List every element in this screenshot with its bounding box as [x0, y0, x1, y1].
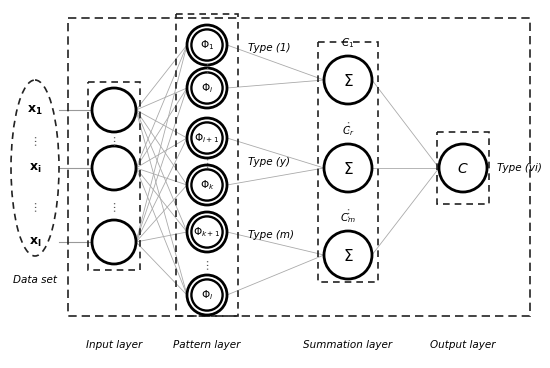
Ellipse shape [11, 80, 59, 256]
Ellipse shape [191, 72, 223, 104]
Ellipse shape [191, 216, 223, 248]
Text: $\Phi_1$: $\Phi_1$ [200, 38, 214, 52]
Text: $\Phi_{i+1}$: $\Phi_{i+1}$ [194, 131, 219, 145]
Text: $\mathbf{x_1}$: $\mathbf{x_1}$ [27, 103, 43, 117]
Text: $\mathbf{x_l}$: $\mathbf{x_l}$ [29, 236, 41, 248]
Ellipse shape [191, 169, 223, 201]
Text: $\Phi_{k+1}$: $\Phi_{k+1}$ [193, 225, 221, 239]
Text: ⋯: ⋯ [30, 199, 40, 210]
Text: Type (y): Type (y) [248, 157, 290, 167]
Text: $\mathbf{x_i}$: $\mathbf{x_i}$ [29, 162, 41, 174]
Ellipse shape [92, 146, 136, 190]
Bar [88, 82, 140, 270]
Ellipse shape [439, 144, 487, 192]
Ellipse shape [324, 56, 372, 104]
Text: $\Phi_i$: $\Phi_i$ [201, 81, 213, 95]
Text: ⋯: ⋯ [109, 134, 119, 145]
Ellipse shape [187, 118, 227, 158]
Ellipse shape [324, 144, 372, 192]
Text: $\Sigma$: $\Sigma$ [343, 248, 353, 264]
Text: $C_1$: $C_1$ [342, 36, 355, 50]
Text: ⋯: ⋯ [343, 118, 353, 130]
Text: $\Phi_k$: $\Phi_k$ [200, 178, 215, 192]
Ellipse shape [191, 123, 223, 153]
Text: Summation layer: Summation layer [304, 340, 393, 350]
Ellipse shape [191, 279, 223, 311]
Text: ⋯: ⋯ [202, 61, 212, 72]
Text: ⋯: ⋯ [343, 206, 353, 217]
Bar [437, 132, 489, 204]
Ellipse shape [92, 88, 136, 132]
Text: Type (1): Type (1) [248, 43, 290, 53]
Text: $C$: $C$ [457, 162, 469, 176]
Ellipse shape [191, 29, 223, 61]
Ellipse shape [324, 231, 372, 279]
Ellipse shape [187, 165, 227, 205]
Bar [68, 18, 530, 316]
Ellipse shape [187, 25, 227, 65]
Text: Pattern layer: Pattern layer [173, 340, 241, 350]
Text: $\Sigma$: $\Sigma$ [343, 161, 353, 177]
Text: ⋯: ⋯ [109, 199, 119, 210]
Ellipse shape [92, 220, 136, 264]
Text: Data set: Data set [13, 275, 57, 285]
Ellipse shape [187, 212, 227, 252]
Text: $\Sigma$: $\Sigma$ [343, 73, 353, 89]
Text: Output layer: Output layer [430, 340, 496, 350]
Text: ⋯: ⋯ [202, 156, 212, 167]
Ellipse shape [187, 68, 227, 108]
Bar [318, 42, 378, 282]
Text: Type (m): Type (m) [248, 230, 294, 240]
Ellipse shape [187, 275, 227, 315]
Text: ⋯: ⋯ [202, 258, 212, 269]
Text: Type (vi): Type (vi) [497, 163, 542, 173]
Bar [176, 14, 238, 316]
Text: $\Phi_l$: $\Phi_l$ [201, 288, 213, 302]
Text: $C_m$: $C_m$ [340, 211, 356, 225]
Text: ⋯: ⋯ [30, 134, 40, 145]
Text: Input layer: Input layer [86, 340, 142, 350]
Text: $C_r$: $C_r$ [342, 124, 354, 138]
